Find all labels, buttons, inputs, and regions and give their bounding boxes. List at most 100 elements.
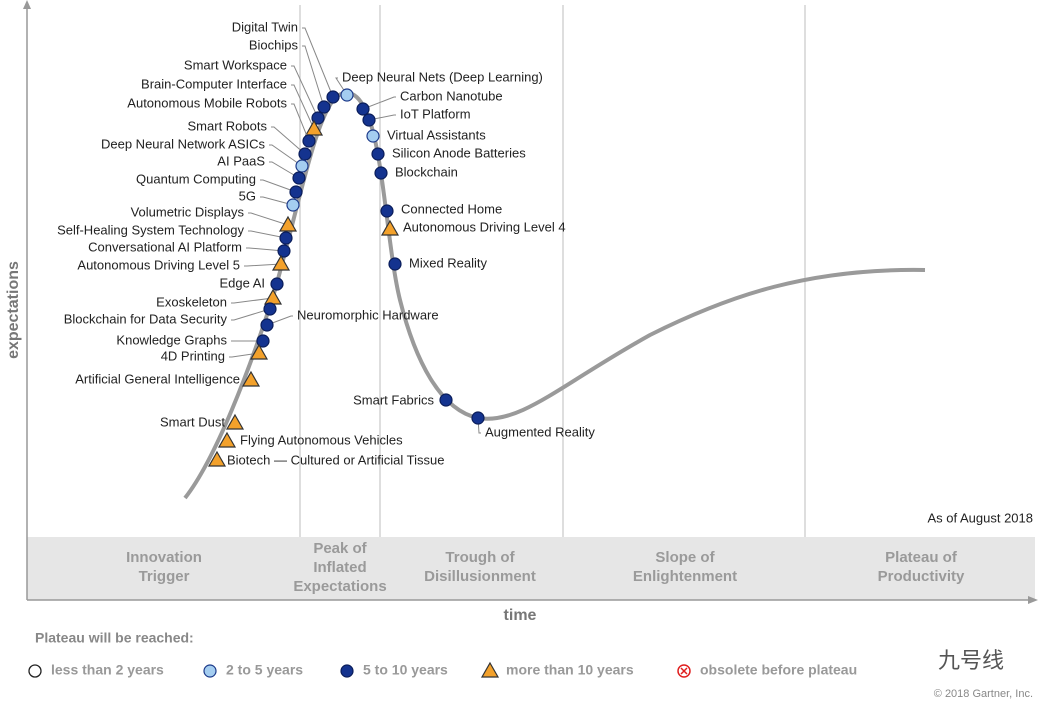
leader-line — [302, 45, 325, 108]
leader-line — [260, 179, 297, 193]
legend-marker — [28, 664, 42, 678]
leader-line — [291, 103, 310, 142]
tech-marker — [270, 277, 284, 291]
tech-label: Mixed Reality — [409, 255, 488, 270]
tech-label: AI PaaS — [217, 153, 265, 168]
tech-label: Blockchain — [395, 164, 458, 179]
tech-label: Biotech — Cultured or Artificial Tissue — [227, 452, 444, 467]
tech-marker — [271, 254, 291, 271]
tech-marker — [302, 134, 316, 148]
phase-label: Slope of Enlightenment — [632, 549, 738, 585]
tech-marker — [326, 90, 340, 104]
tech-label: 4D Printing — [161, 348, 225, 363]
tech-marker — [278, 215, 298, 232]
tech-marker — [207, 450, 227, 467]
leader-line — [229, 352, 260, 358]
tech-marker — [380, 204, 394, 218]
tech-marker — [241, 370, 261, 387]
tech-marker — [439, 393, 453, 407]
tech-label: Deep Neural Nets (Deep Learning) — [342, 69, 543, 84]
legend-label: more than 10 years — [506, 662, 634, 678]
leader-line — [271, 126, 306, 155]
tech-marker — [356, 102, 370, 116]
leader-line — [362, 96, 396, 110]
leader-line — [260, 196, 294, 206]
tech-label: Smart Dust — [160, 414, 225, 429]
tech-label: Smart Workspace — [184, 57, 287, 72]
leader-line — [302, 27, 334, 98]
leader-line — [291, 84, 315, 130]
tech-marker — [388, 257, 402, 271]
phase-label: Peak of Inflated Expectations — [293, 540, 387, 595]
phase-label: Innovation Trigger — [126, 549, 202, 585]
x-arrow — [1028, 596, 1038, 604]
legend-label: less than 2 years — [51, 662, 164, 678]
y-arrow — [23, 0, 31, 9]
legend-marker — [480, 661, 500, 678]
tech-label: Exoskeleton — [156, 294, 227, 309]
tech-label: Augmented Reality — [485, 424, 595, 439]
as-of: As of August 2018 — [927, 510, 1033, 525]
watermark: 九号线 — [938, 648, 1004, 673]
tech-label: Smart Robots — [188, 118, 268, 133]
tech-label: Deep Neural Network ASICs — [101, 136, 266, 151]
leader-line — [231, 308, 271, 321]
leader-line — [246, 247, 285, 252]
tech-marker — [374, 166, 388, 180]
tech-marker — [217, 431, 237, 448]
y-axis-label: expectations — [5, 261, 22, 359]
tech-label: Conversational AI Platform — [88, 239, 242, 254]
tech-marker — [366, 129, 380, 143]
legend-label: 2 to 5 years — [226, 662, 303, 678]
tech-label: Biochips — [249, 37, 299, 52]
tech-marker — [340, 88, 354, 102]
leader-line — [266, 315, 293, 326]
tech-label: Neuromorphic Hardware — [297, 307, 439, 322]
tech-marker — [298, 147, 312, 161]
leader-line — [291, 65, 319, 119]
tech-marker — [260, 318, 274, 332]
x-axis-label: time — [504, 607, 537, 624]
leader-line — [335, 77, 348, 96]
legend-marker — [203, 664, 217, 678]
tech-label: Edge AI — [219, 275, 265, 290]
tech-marker — [380, 219, 400, 236]
tech-label: Smart Fabrics — [353, 392, 434, 407]
tech-marker — [225, 413, 245, 430]
tech-marker — [295, 159, 309, 173]
tech-label: Flying Autonomous Vehicles — [240, 432, 403, 447]
legend-title: Plateau will be reached: — [35, 630, 194, 646]
tech-marker — [277, 244, 291, 258]
tech-label: Silicon Anode Batteries — [392, 145, 526, 160]
tech-marker — [263, 288, 283, 305]
phase-label: Trough of Disillusionment — [424, 549, 536, 585]
leader-line — [248, 212, 289, 226]
tech-marker — [286, 198, 300, 212]
copyright: © 2018 Gartner, Inc. — [934, 688, 1033, 700]
leader-line — [368, 114, 396, 121]
legend-label: 5 to 10 years — [363, 662, 448, 678]
tech-label: Autonomous Driving Level 4 — [403, 219, 566, 234]
tech-label: Quantum Computing — [136, 171, 256, 186]
legend-marker — [340, 664, 354, 678]
tech-label: Virtual Assistants — [387, 127, 486, 142]
tech-label: Self-Healing System Technology — [57, 222, 244, 237]
tech-marker — [289, 185, 303, 199]
tech-label: Digital Twin — [232, 19, 298, 34]
tech-marker — [317, 100, 331, 114]
legend-marker — [680, 667, 688, 675]
tech-marker — [311, 111, 325, 125]
leader-line — [269, 144, 303, 167]
leader-line — [248, 230, 287, 239]
leader-line — [231, 297, 274, 304]
phase-band — [27, 537, 1035, 600]
tech-label: Brain-Computer Interface — [141, 76, 287, 91]
tech-label: Volumetric Displays — [131, 204, 245, 219]
tech-marker — [304, 119, 324, 136]
tech-marker — [256, 334, 270, 348]
tech-marker — [263, 302, 277, 316]
tech-label: IoT Platform — [400, 106, 471, 121]
tech-label: Artificial General Intelligence — [75, 371, 240, 386]
